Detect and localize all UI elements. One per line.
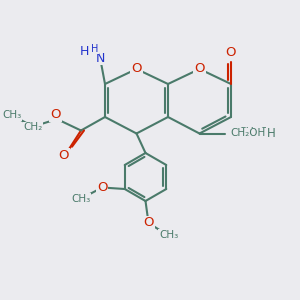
Text: O: O [131,62,142,76]
Text: CH₃: CH₃ [71,194,90,204]
Text: O: O [143,216,154,230]
Text: H: H [79,45,89,58]
Text: OH: OH [260,127,276,137]
Text: O: O [58,149,69,162]
Text: O: O [97,181,107,194]
Text: CH₃: CH₃ [159,230,178,240]
Text: O: O [50,108,61,121]
Text: CH₂: CH₂ [23,122,43,132]
Text: O: O [194,62,205,76]
Text: O: O [226,46,236,59]
Text: N: N [96,52,105,65]
Text: CH₂: CH₂ [238,127,259,137]
Text: CH₃: CH₃ [2,110,22,120]
Text: CH₂OH: CH₂OH [230,128,266,139]
Text: H: H [92,44,99,54]
Text: H: H [267,127,276,140]
